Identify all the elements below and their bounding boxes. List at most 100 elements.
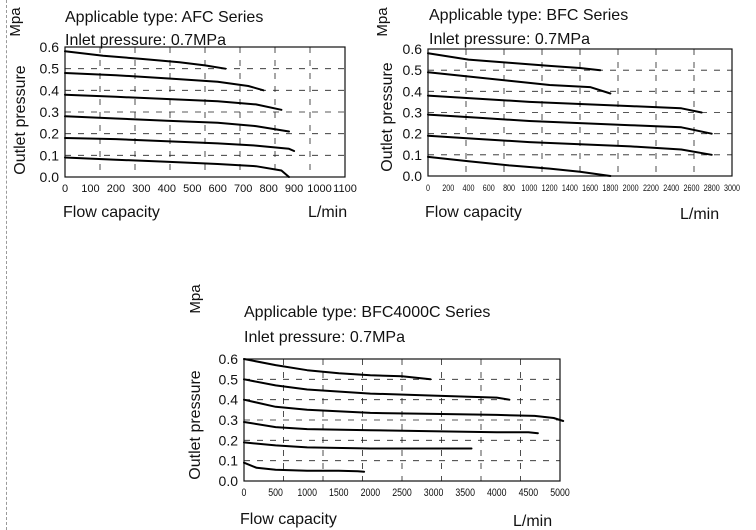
x-tick-label: 1800 [602,183,618,193]
series-line-4 [64,115,290,133]
series-line-4 [243,421,539,435]
x-tick-label: 3500 [455,487,475,499]
chart-afc: Applicable type: AFC Series Inlet pressur… [0,0,370,230]
y-axis-label: Outlet pressure [187,370,204,479]
series-line-5 [427,134,713,156]
series-line-6 [64,156,290,178]
plot-grid [428,49,732,176]
x-axis-unit: L/min [513,513,552,530]
plot-frame [427,48,733,177]
series-line-1 [243,358,432,381]
y-tick-label: 0.5 [40,61,60,77]
y-axis-unit: Mpa [187,284,204,314]
y-tick-label: 0.4 [403,83,423,99]
x-tick-label: 200 [107,183,125,195]
x-tick-label: 4000 [487,487,507,499]
x-tick-label: 1500 [329,487,349,499]
x-tick-label: 1400 [562,183,578,193]
x-tick-label: 800 [259,183,277,195]
chart-subtitle: Inlet pressure: 0.7MPa [65,32,226,49]
x-tick-label: 2500 [392,487,412,499]
chart-subtitle: Inlet pressure: 0.7MPa [429,31,590,48]
x-tick-label: 700 [234,183,252,195]
y-tick-label: 0.1 [40,147,60,163]
x-tick-label: 600 [483,183,495,193]
y-tick-label: 0.3 [403,105,423,121]
series-line-3 [427,94,703,114]
series-line-4 [427,113,713,135]
y-tick-label: 0.6 [219,351,239,367]
chart-bfc: Applicable type: BFC Series Inlet pressur… [370,0,756,230]
x-tick-label: 1200 [542,183,558,193]
x-tick-label: 2400 [663,183,679,193]
series-line-2 [243,378,511,401]
x-tick-label: 500 [268,487,283,499]
y-tick-label: 0.3 [40,104,60,120]
page-divider [6,0,7,530]
x-tick-label: 2000 [361,487,381,499]
x-axis-unit: L/min [680,206,719,223]
chart-title: Applicable type: AFC Series [65,9,263,26]
x-tick-label: 600 [209,183,227,195]
x-axis-unit: L/min [308,204,347,221]
y-axis-label: Outlet pressure [379,62,396,171]
x-tick-label: 800 [503,183,515,193]
y-tick-label: 0.2 [219,432,239,448]
plot-grid [244,359,560,481]
y-tick-label: 0.6 [403,41,423,57]
x-tick-label: 0 [426,183,430,193]
series-line-1 [64,50,227,70]
x-axis-label: Flow capacity [240,511,337,528]
y-tick-label: 0.2 [403,126,423,142]
x-tick-label: 0 [242,487,247,499]
x-tick-label: 3000 [724,183,740,193]
series-line-3 [243,398,565,422]
series-line-1 [427,52,602,72]
chart-title: Applicable type: BFC Series [429,7,628,24]
y-tick-label: 0.5 [403,62,423,78]
x-tick-label: 5000 [550,487,570,499]
series-line-5 [243,441,473,450]
y-tick-label: 0.1 [403,147,423,163]
x-tick-label: 1100 [333,183,357,195]
y-tick-label: 0.0 [403,168,423,184]
x-tick-label: 300 [132,183,150,195]
x-tick-label: 2200 [643,183,659,193]
plot-grid [65,47,345,177]
x-tick-label: 500 [183,183,201,195]
series-line-6 [427,155,612,177]
y-tick-label: 0.3 [219,412,239,428]
x-tick-label: 200 [442,183,454,193]
x-tick-label: 2000 [623,183,639,193]
y-axis-label: Outlet pressure [12,65,29,174]
x-tick-label: 1000 [521,183,537,193]
y-tick-label: 0.0 [219,473,239,489]
y-axis-unit: Mpa [374,7,391,37]
x-tick-label: 900 [285,183,303,195]
chart-bfc4000c-svg: Applicable type: BFC4000C Series Inlet pr… [187,284,570,530]
y-tick-label: 0.6 [40,39,60,55]
x-tick-label: 1000 [297,487,317,499]
x-tick-label: 1000 [307,183,331,195]
chart-afc-svg: Applicable type: AFC Series Inlet pressur… [7,7,357,221]
x-tick-label: 0 [62,183,68,195]
series-line-6 [243,461,366,473]
y-tick-label: 0.1 [219,453,239,469]
x-axis-label: Flow capacity [425,204,522,221]
x-tick-label: 400 [463,183,475,193]
x-tick-label: 4500 [519,487,539,499]
series-line-2 [64,72,265,92]
y-tick-label: 0.0 [40,169,60,185]
y-tick-label: 0.5 [219,371,239,387]
chart-bfc-svg: Applicable type: BFC Series Inlet pressur… [374,7,740,223]
x-tick-label: 400 [158,183,176,195]
plot-frame [64,46,346,178]
y-tick-label: 0.2 [40,126,60,142]
x-tick-label: 100 [81,183,99,195]
chart-subtitle: Inlet pressure: 0.7MPa [244,329,405,346]
x-tick-label: 2800 [704,183,720,193]
series-line-5 [64,137,296,152]
y-tick-label: 0.4 [40,82,60,98]
series-line-2 [427,71,612,95]
y-tick-label: 0.4 [219,392,239,408]
